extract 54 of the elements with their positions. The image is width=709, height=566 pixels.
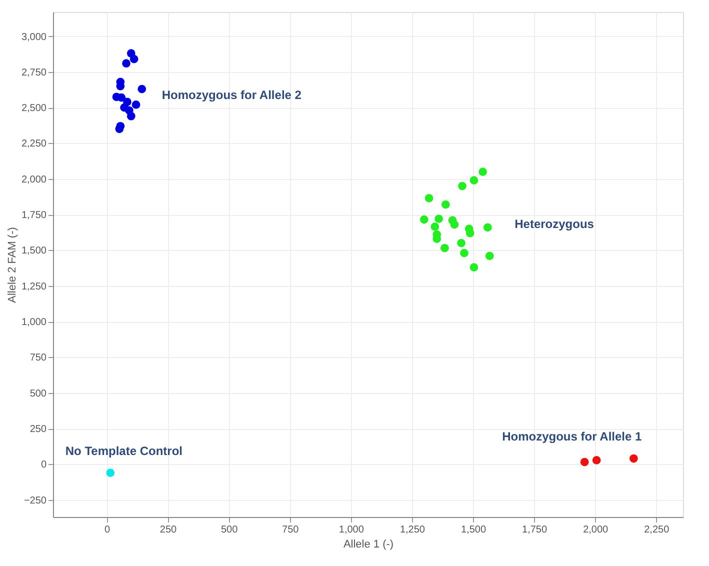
- point: [440, 244, 449, 252]
- y-tick-label: 250: [30, 424, 47, 436]
- y-tick-label: 2,000: [21, 174, 47, 186]
- x-tick-label: 1,500: [460, 524, 486, 536]
- point: [470, 176, 478, 185]
- y-tick-label: 500: [30, 388, 47, 400]
- point: [424, 194, 434, 202]
- y-tick-label: −250: [24, 495, 47, 506]
- point: [450, 220, 459, 229]
- x-tick-label: 2,000: [583, 524, 609, 536]
- point: [629, 454, 638, 463]
- x-tick-label: 0: [104, 524, 110, 536]
- point: [483, 223, 492, 232]
- annotation: No Template Control: [65, 444, 183, 458]
- y-tick-label: 2,500: [21, 103, 47, 114]
- y-tick-label: 2,750: [21, 67, 47, 78]
- x-tick-label: 1,000: [338, 524, 364, 536]
- point: [592, 456, 601, 464]
- point: [457, 238, 466, 248]
- y-tick-label: 1,250: [21, 281, 47, 292]
- point: [126, 112, 136, 120]
- annotation: Heterozygous: [514, 217, 594, 232]
- point: [441, 200, 450, 209]
- point: [470, 263, 478, 272]
- x-tick-label: 1,750: [522, 524, 548, 536]
- annotation: Homozygous for Allele 2: [162, 88, 302, 102]
- point: [485, 252, 494, 260]
- point: [478, 168, 487, 176]
- y-axis-title: Allele 2 FAM (-): [6, 227, 18, 303]
- y-tick-label: 2,250: [21, 138, 47, 150]
- x-tick-label: 750: [282, 524, 300, 536]
- point: [430, 222, 440, 231]
- y-tick-label: 0: [40, 460, 47, 471]
- point: [580, 458, 589, 466]
- point: [458, 182, 466, 190]
- x-axis-title: Allele 1 (-): [343, 538, 394, 550]
- point: [130, 54, 138, 64]
- y-tick-label: 3,000: [21, 32, 47, 43]
- point: [138, 84, 146, 94]
- y-tick-label: 1,000: [21, 317, 47, 328]
- point: [434, 214, 443, 224]
- y-tick-label: 1,750: [21, 210, 47, 222]
- point: [132, 100, 140, 109]
- point: [122, 59, 130, 68]
- point: [106, 468, 115, 477]
- y-tick-label: 750: [30, 352, 47, 364]
- x-tick-label: 2,250: [644, 524, 670, 536]
- annotation: Homozygous for Allele 1: [502, 430, 642, 444]
- x-tick-label: 250: [160, 524, 178, 536]
- point: [460, 248, 468, 258]
- x-tick-label: 500: [220, 524, 238, 536]
- x-tick-label: 1,250: [400, 524, 426, 536]
- point: [420, 215, 428, 224]
- y-tick-label: 1,500: [21, 246, 47, 257]
